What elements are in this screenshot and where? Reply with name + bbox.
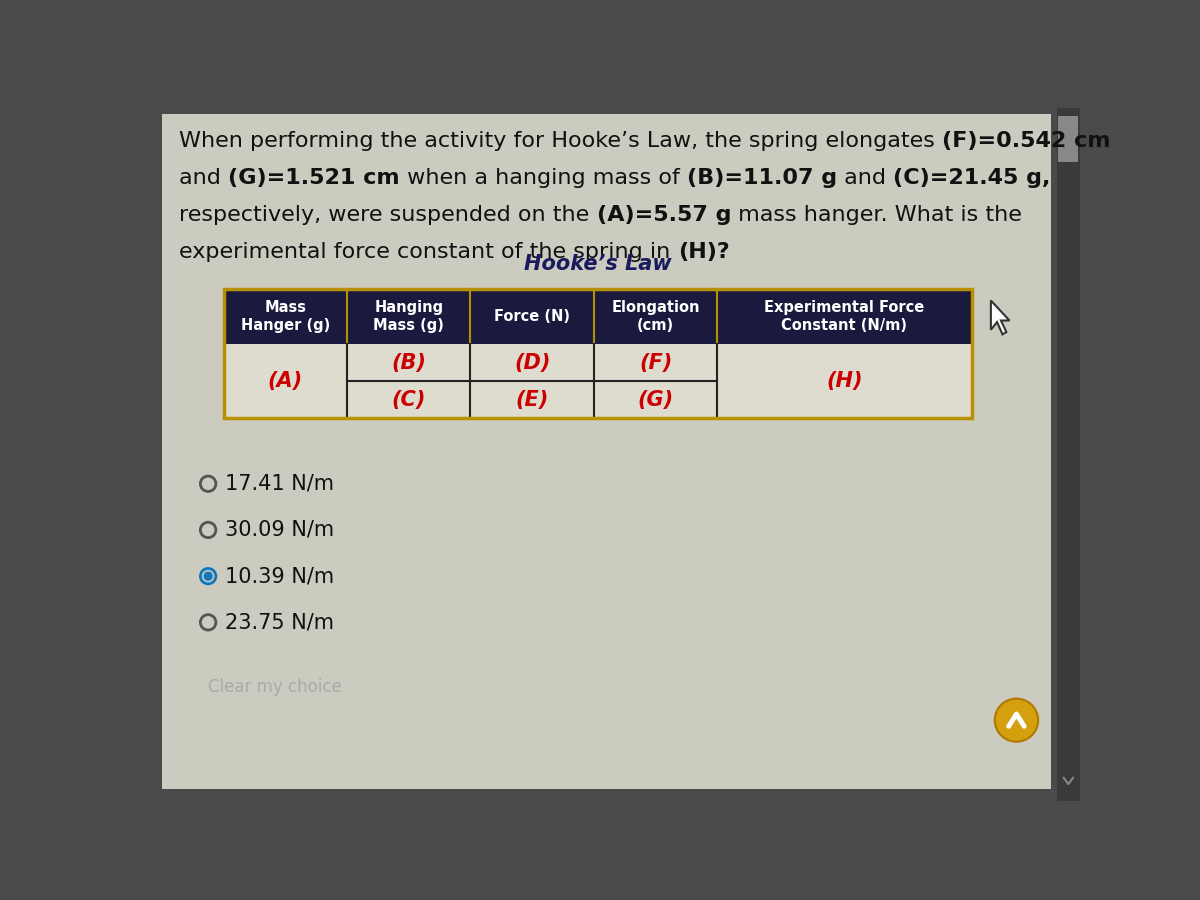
Text: (A): (A) bbox=[268, 372, 302, 392]
Text: 10.39 N/m: 10.39 N/m bbox=[226, 566, 335, 586]
Text: Hanging
Mass (g): Hanging Mass (g) bbox=[373, 301, 444, 333]
Text: (H): (H) bbox=[826, 372, 863, 392]
Text: (C): (C) bbox=[391, 390, 426, 410]
Bar bbox=[1057, 108, 1080, 801]
Text: Experimental Force
Constant (N/m): Experimental Force Constant (N/m) bbox=[764, 301, 924, 333]
Text: (G): (G) bbox=[637, 390, 673, 410]
Text: Mass
Hanger (g): Mass Hanger (g) bbox=[241, 301, 330, 333]
Polygon shape bbox=[991, 301, 1009, 335]
Bar bbox=[223, 345, 972, 418]
Circle shape bbox=[995, 698, 1038, 742]
Text: respectively, were suspended on the: respectively, were suspended on the bbox=[180, 205, 596, 225]
Bar bbox=[1058, 116, 1079, 162]
Text: (C)=21.45 g,: (C)=21.45 g, bbox=[893, 168, 1051, 188]
Bar bbox=[223, 289, 972, 419]
Text: and: and bbox=[180, 168, 228, 188]
Text: experimental force constant of the spring in: experimental force constant of the sprin… bbox=[180, 242, 678, 262]
Text: when a hanging mass of: when a hanging mass of bbox=[400, 168, 688, 188]
Circle shape bbox=[204, 572, 212, 580]
Text: (E): (E) bbox=[516, 390, 548, 410]
Text: Elongation
(cm): Elongation (cm) bbox=[611, 301, 700, 333]
Text: mass hanger. What is the: mass hanger. What is the bbox=[731, 205, 1022, 225]
Text: 17.41 N/m: 17.41 N/m bbox=[226, 473, 334, 494]
Text: (B)=11.07 g: (B)=11.07 g bbox=[688, 168, 838, 188]
Text: and: and bbox=[838, 168, 893, 188]
Text: Hooke’s Law: Hooke’s Law bbox=[523, 254, 671, 274]
Text: (D): (D) bbox=[514, 353, 551, 373]
Bar bbox=[223, 289, 972, 345]
Text: 23.75 N/m: 23.75 N/m bbox=[226, 612, 334, 633]
Text: Clear my choice: Clear my choice bbox=[208, 678, 342, 696]
Text: (G)=1.521 cm: (G)=1.521 cm bbox=[228, 168, 400, 188]
Text: When performing the activity for Hooke’s Law, the spring elongates: When performing the activity for Hooke’s… bbox=[180, 131, 942, 151]
Text: (F): (F) bbox=[638, 353, 672, 373]
Text: 30.09 N/m: 30.09 N/m bbox=[226, 520, 335, 540]
Text: (F)=0.542 cm: (F)=0.542 cm bbox=[942, 131, 1111, 151]
Text: (A)=5.57 g: (A)=5.57 g bbox=[596, 205, 731, 225]
Text: (H)?: (H)? bbox=[678, 242, 730, 262]
Text: (B): (B) bbox=[391, 353, 426, 373]
Text: Force (N): Force (N) bbox=[494, 310, 570, 324]
